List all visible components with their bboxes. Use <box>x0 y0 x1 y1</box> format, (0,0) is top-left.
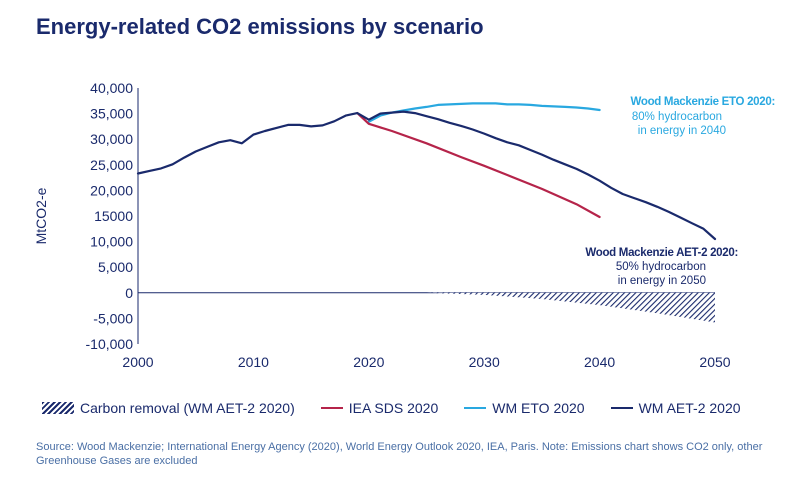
legend-swatch-line <box>464 407 487 409</box>
legend-item-iea-sds: IEA SDS 2020 <box>320 400 439 416</box>
annotation-eto-line2: in energy in 2040 <box>638 125 726 137</box>
legend-item-wm-aet: WM AET-2 2020 <box>610 400 741 416</box>
y-tick-label: 35,000 <box>90 106 133 122</box>
x-tick-label: 2050 <box>699 354 730 370</box>
carbon-removal-area <box>426 292 715 323</box>
legend: Carbon removal (WM AET-2 2020) IEA SDS 2… <box>42 400 767 416</box>
annotation-eto-head: Wood Mackenzie ETO 2020: <box>631 96 775 108</box>
y-tick-label: 0 <box>125 285 133 301</box>
y-tick-label: 20,000 <box>90 182 133 198</box>
legend-label: Carbon removal (WM AET-2 2020) <box>80 400 295 416</box>
legend-item-wm-eto: WM ETO 2020 <box>464 400 585 416</box>
legend-swatch-line <box>610 407 633 409</box>
y-tick-label: 30,000 <box>90 131 133 147</box>
y-tick-label: -5,000 <box>93 310 133 326</box>
legend-label: WM ETO 2020 <box>492 400 585 416</box>
annotation-aet-line1: 50% hydrocarbon <box>616 261 706 273</box>
legend-swatch-line <box>320 407 343 409</box>
x-tick-label: 2040 <box>584 354 615 370</box>
series-line-iea-sds-2020 <box>356 111 601 219</box>
chart-title: Energy-related CO2 emissions by scenario <box>36 14 484 39</box>
y-tick-label: 25,000 <box>90 157 133 173</box>
x-tick-label: 2010 <box>238 354 269 370</box>
y-tick-label: 40,000 <box>90 80 133 96</box>
legend-label: WM AET-2 2020 <box>638 400 741 416</box>
series-line-wm-eto-2020 <box>367 102 601 123</box>
legend-item-carbon-removal: Carbon removal (WM AET-2 2020) <box>42 400 295 416</box>
x-tick-label: 2030 <box>469 354 500 370</box>
x-tick-label: 2020 <box>353 354 384 370</box>
legend-label: IEA SDS 2020 <box>348 400 439 416</box>
x-tick-label: 2000 <box>122 354 153 370</box>
y-tick-label: 15000 <box>94 208 133 224</box>
source-note: Source: Wood Mackenzie; International En… <box>36 441 763 467</box>
y-axis-label: MtCO2-e <box>33 187 49 244</box>
y-tick-label: 10,000 <box>90 234 133 250</box>
series-line-wm-aet-2-2020 <box>136 110 717 241</box>
legend-swatch-hatch <box>42 402 74 414</box>
annotation-aet-line2: in energy in 2050 <box>618 275 706 287</box>
line-chart: 40,000 35,000 30,000 25,000 20,000 15000 10,00… <box>33 80 775 370</box>
y-tick-label: 5,000 <box>98 259 133 275</box>
y-tick-label: -10,000 <box>86 336 134 352</box>
annotation-eto-line1: 80% hydrocarbon <box>632 111 722 123</box>
annotation-aet-head: Wood Mackenzie AET-2 2020: <box>585 247 738 259</box>
